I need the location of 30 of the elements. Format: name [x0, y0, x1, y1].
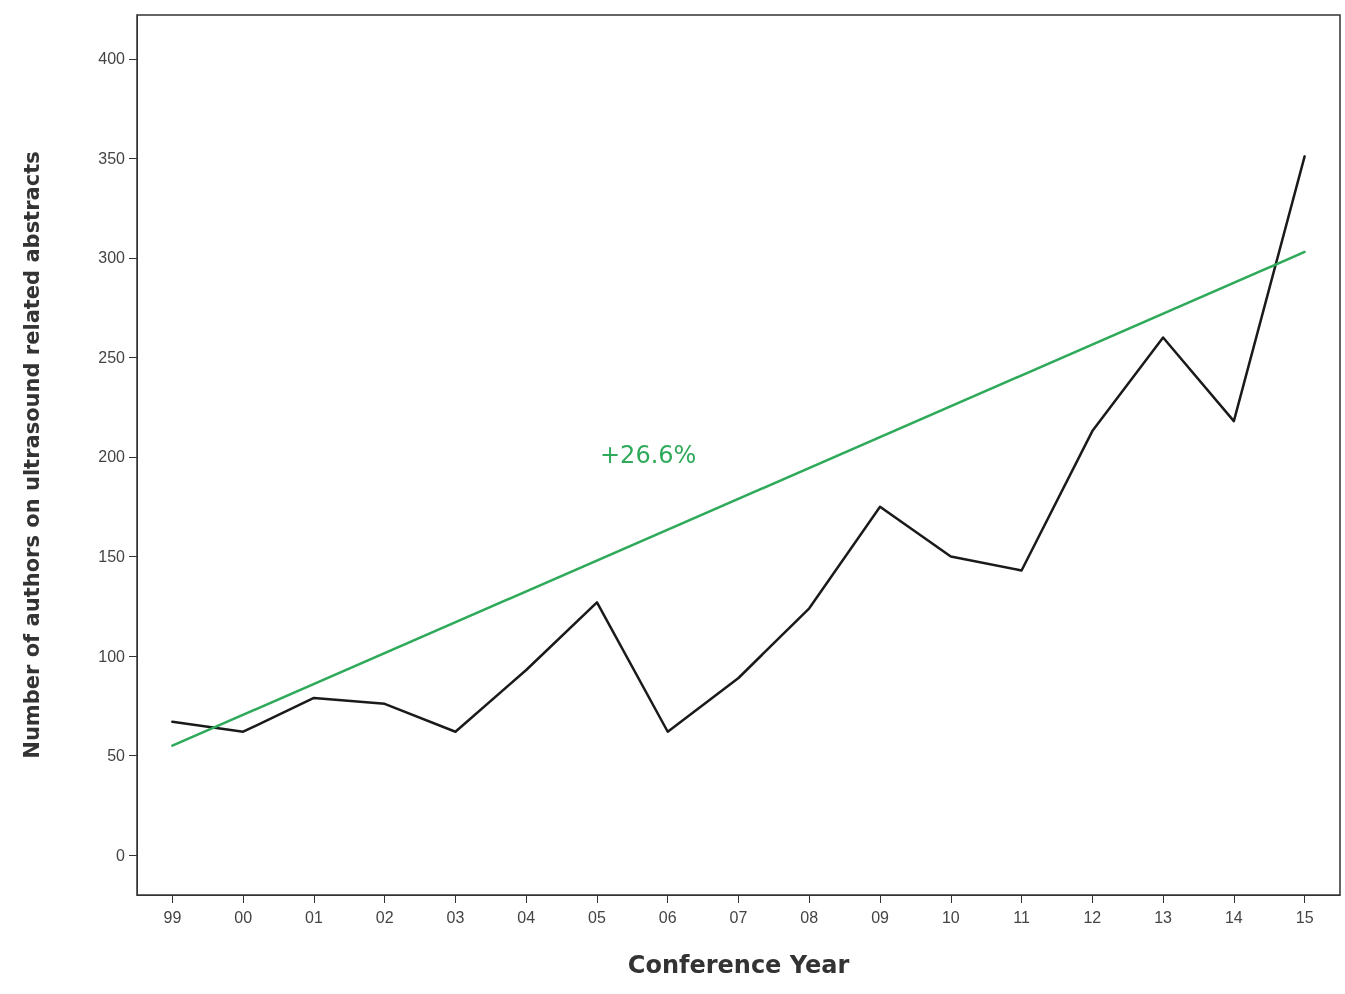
- y-tick-label: 100: [98, 647, 126, 665]
- x-tick-label: 09: [871, 908, 890, 926]
- x-tick-label: 15: [1295, 908, 1314, 926]
- y-tick-label: 0: [116, 846, 126, 864]
- x-tick-label: 99: [163, 908, 182, 926]
- x-tick-label: 08: [800, 908, 819, 926]
- x-tick-label: 00: [234, 908, 253, 926]
- annotation: +26.6%: [600, 441, 697, 469]
- x-tick-label: 06: [658, 908, 677, 926]
- y-tick-label: 150: [98, 548, 126, 566]
- y-axis-title: Number of authors on ultrasound related abstracts: [19, 151, 44, 759]
- y-tick-label: 50: [107, 747, 126, 765]
- x-tick-label: 03: [446, 908, 465, 926]
- x-tick-label: 02: [375, 908, 394, 926]
- x-tick-label: 11: [1013, 908, 1030, 926]
- x-tick-label: 01: [305, 908, 323, 926]
- line-series: [171, 155, 1306, 733]
- x-tick-label: 14: [1224, 908, 1243, 926]
- x-axis-title: Conference Year: [627, 951, 850, 979]
- y-tick-label: 250: [98, 348, 126, 366]
- x-tick-label: 04: [517, 908, 536, 926]
- y-tick-label: 200: [98, 448, 126, 466]
- y-tick-label: 300: [98, 249, 126, 267]
- x-tick-label: 10: [941, 908, 960, 926]
- y-tick-label: 350: [98, 149, 126, 167]
- x-tick-label: 13: [1154, 908, 1173, 926]
- x-tick-label: 05: [588, 908, 606, 926]
- x-tick-label: 12: [1083, 908, 1102, 926]
- y-tick-label: 400: [98, 50, 126, 68]
- x-tick-label: 07: [729, 908, 748, 926]
